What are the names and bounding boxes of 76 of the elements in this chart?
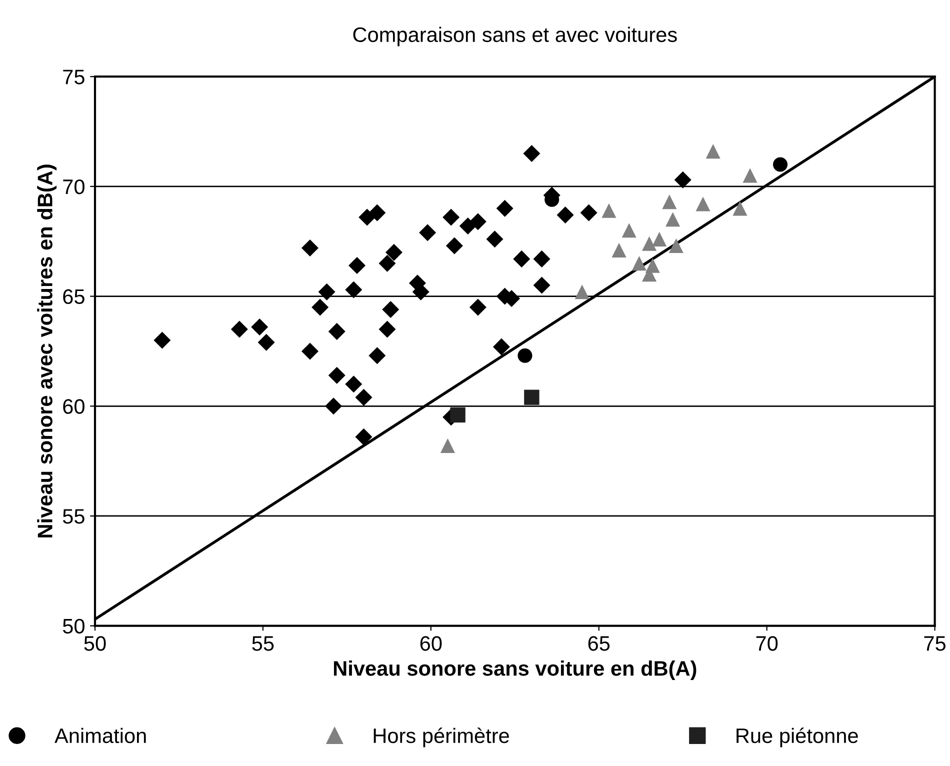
- point: [355, 388, 372, 406]
- point: [469, 298, 486, 316]
- point: [696, 196, 710, 212]
- point: [674, 171, 692, 188]
- point: [348, 257, 366, 274]
- point: [419, 224, 436, 242]
- point: [368, 347, 386, 364]
- y-tick-label: 55: [62, 509, 84, 524]
- point: [533, 250, 550, 268]
- point: [318, 283, 336, 300]
- point: [258, 334, 275, 351]
- point: [486, 230, 504, 248]
- point: [742, 168, 758, 183]
- legend-label: Rue piétonne: [736, 728, 858, 748]
- point: [442, 208, 460, 226]
- point: [574, 284, 590, 300]
- x-tick-label: 55: [252, 636, 274, 651]
- point: [732, 201, 748, 216]
- chart-title: Comparaison sans et avec voitures: [353, 26, 677, 46]
- point: [556, 206, 574, 224]
- point: [523, 144, 540, 162]
- point: [459, 217, 476, 234]
- y-tick-label: 50: [62, 618, 84, 634]
- y-tick-label: 75: [63, 70, 84, 84]
- point: [440, 438, 455, 453]
- point: [450, 407, 466, 423]
- point: [706, 144, 720, 159]
- point: [355, 428, 372, 446]
- x-tick-label: 60: [420, 636, 442, 651]
- point: [378, 320, 396, 338]
- point: [345, 281, 362, 298]
- point: [312, 298, 329, 316]
- point: [446, 237, 463, 254]
- point: [328, 322, 346, 340]
- point: [662, 194, 677, 210]
- y-tick-label: 60: [63, 399, 84, 414]
- point: [325, 398, 342, 415]
- point: [492, 338, 510, 356]
- point: [645, 258, 660, 273]
- y-tick-label: 70: [63, 179, 84, 194]
- point: [230, 320, 248, 338]
- point: [378, 254, 396, 272]
- legend-label: Animation: [54, 728, 146, 744]
- point: [301, 239, 318, 256]
- point: [602, 203, 616, 218]
- point: [580, 204, 598, 222]
- y-axis-title: Niveau sonore avec voitures en dB(A): [37, 164, 57, 538]
- x-tick-label: 70: [756, 636, 778, 651]
- point: [469, 213, 486, 230]
- point: [642, 236, 657, 251]
- point: [622, 223, 636, 238]
- point: [612, 242, 626, 258]
- point: [382, 300, 400, 318]
- point: [533, 276, 550, 294]
- point: [513, 250, 530, 268]
- legend-label: Hors périmètre: [374, 728, 509, 748]
- point: [632, 256, 646, 271]
- x-tick-label: 75: [924, 636, 946, 651]
- point: [772, 157, 788, 172]
- point: [385, 244, 402, 261]
- x-axis-title: Niveau sonore sans voiture en dB(A): [334, 660, 696, 680]
- point: [666, 212, 680, 227]
- point: [496, 200, 514, 217]
- point: [154, 332, 171, 349]
- point: [524, 390, 540, 405]
- x-tick-label: 65: [588, 636, 610, 651]
- point: [668, 238, 684, 254]
- point: [345, 376, 362, 393]
- point: [251, 318, 268, 336]
- point: [301, 342, 318, 360]
- y-tick-label: 65: [63, 289, 84, 304]
- point: [368, 204, 386, 222]
- point: [328, 366, 346, 384]
- x-tick-label: 50: [84, 636, 106, 651]
- point: [518, 348, 532, 363]
- point: [652, 232, 667, 246]
